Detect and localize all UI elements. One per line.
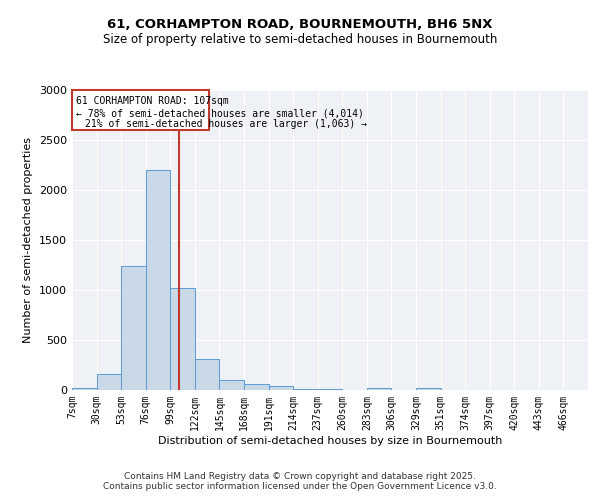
Text: Contains HM Land Registry data © Crown copyright and database right 2025.: Contains HM Land Registry data © Crown c… (124, 472, 476, 481)
Bar (416, 388, 440, 390)
Bar (97, 374, 121, 390)
Bar (293, 389, 318, 390)
Text: Contains public sector information licensed under the Open Government Licence v3: Contains public sector information licen… (103, 482, 497, 491)
Bar (195, 359, 220, 390)
Text: Size of property relative to semi-detached houses in Bournemouth: Size of property relative to semi-detach… (103, 32, 497, 46)
Bar (146, 170, 170, 390)
FancyBboxPatch shape (72, 90, 209, 130)
Bar (367, 388, 391, 390)
X-axis label: Distribution of semi-detached houses by size in Bournemouth: Distribution of semi-detached houses by … (158, 436, 502, 446)
Text: ← 78% of semi-detached houses are smaller (4,014): ← 78% of semi-detached houses are smalle… (76, 108, 364, 118)
Text: 61 CORHAMPTON ROAD: 107sqm: 61 CORHAMPTON ROAD: 107sqm (76, 96, 229, 106)
Bar (220, 380, 244, 390)
Bar (72, 388, 97, 390)
Bar (121, 266, 146, 390)
Text: 61, CORHAMPTON ROAD, BOURNEMOUTH, BH6 5NX: 61, CORHAMPTON ROAD, BOURNEMOUTH, BH6 5N… (107, 18, 493, 30)
Y-axis label: Number of semi-detached properties: Number of semi-detached properties (23, 137, 34, 343)
Bar (244, 384, 269, 390)
Bar (318, 389, 342, 390)
Bar (170, 288, 195, 390)
Text: 21% of semi-detached houses are larger (1,063) →: 21% of semi-detached houses are larger (… (85, 119, 367, 129)
Bar (269, 386, 293, 390)
